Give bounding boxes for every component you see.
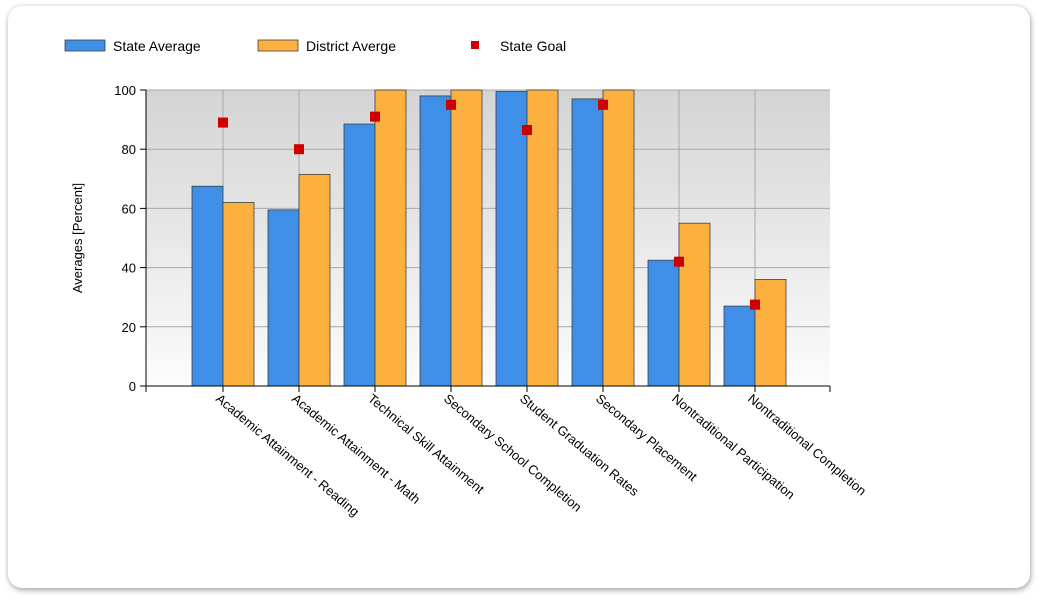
point-state-goal bbox=[750, 299, 760, 310]
bar-state-average bbox=[191, 185, 224, 387]
x-tick-label: Academic Attainment - Reading bbox=[213, 391, 362, 520]
bar-district-averge bbox=[222, 202, 255, 387]
x-tick-label: Nontraditional Participation bbox=[669, 391, 798, 502]
bar-state-average bbox=[571, 98, 604, 387]
bar-district-averge bbox=[374, 89, 407, 387]
y-tick-label: 80 bbox=[122, 142, 136, 157]
bars bbox=[191, 89, 787, 387]
legend-swatch bbox=[257, 39, 299, 52]
bar-district-averge bbox=[298, 173, 331, 387]
y-tick-label: 100 bbox=[114, 83, 136, 98]
y-tick-label: 60 bbox=[122, 201, 136, 216]
legend-label: District Averge bbox=[306, 38, 396, 54]
axes bbox=[140, 89, 831, 392]
legend: State Average District Averge State Goal bbox=[64, 38, 566, 54]
y-tick-label: 20 bbox=[122, 320, 136, 335]
legend-swatch bbox=[471, 41, 479, 49]
point-state-goal bbox=[370, 111, 380, 122]
bar-district-averge bbox=[526, 89, 559, 387]
bar-district-averge bbox=[602, 89, 635, 387]
point-state-goal bbox=[598, 99, 608, 110]
bar-state-average bbox=[267, 209, 300, 387]
legend-swatch bbox=[64, 39, 106, 52]
y-tick-label: 40 bbox=[122, 261, 136, 276]
plot-area bbox=[146, 90, 830, 386]
x-tick-label: Secondary School Completion bbox=[441, 391, 585, 515]
x-tick-label: Academic Attainment - Math bbox=[289, 391, 423, 507]
goal-points bbox=[218, 99, 760, 310]
bar-state-average bbox=[723, 305, 756, 387]
x-tick-label: Nontraditional Completion bbox=[745, 391, 869, 499]
bar-district-averge bbox=[754, 279, 787, 387]
point-state-goal bbox=[446, 99, 456, 110]
bar-state-average bbox=[647, 259, 680, 387]
legend-label: State Goal bbox=[500, 38, 566, 54]
point-state-goal bbox=[294, 144, 304, 155]
legend-label: State Average bbox=[113, 38, 201, 54]
bar-district-averge bbox=[678, 222, 711, 387]
y-tick-label: 0 bbox=[129, 379, 136, 394]
y-axis-title: Averages [Percent] bbox=[70, 183, 85, 293]
y-tick-labels: 0 20 40 60 80 100 bbox=[114, 83, 136, 394]
bar-state-average bbox=[419, 95, 452, 387]
point-state-goal bbox=[674, 256, 684, 267]
bar-district-averge bbox=[450, 89, 483, 387]
point-state-goal bbox=[218, 117, 228, 128]
bar-state-average bbox=[343, 123, 376, 387]
point-state-goal bbox=[522, 124, 532, 135]
bar-state-average bbox=[495, 91, 528, 387]
